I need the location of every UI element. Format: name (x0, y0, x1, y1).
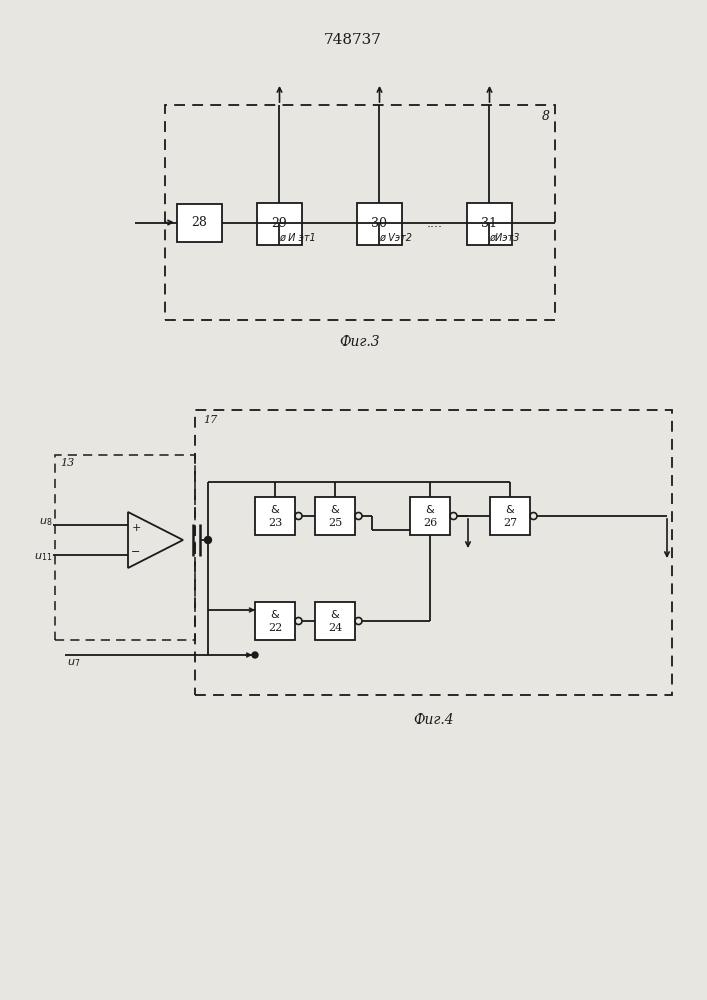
Circle shape (252, 652, 258, 658)
Text: 31: 31 (481, 217, 498, 230)
Bar (315, 602, 355, 640)
Text: $u_8$: $u_8$ (39, 517, 52, 528)
Text: &: & (271, 505, 279, 515)
Bar (195, 410, 672, 695)
Text: &: & (271, 610, 279, 620)
Text: Фиг.3: Фиг.3 (339, 335, 380, 349)
Text: 29: 29 (271, 217, 287, 230)
Bar (410, 497, 450, 535)
Text: $u_{11}$: $u_{11}$ (34, 552, 52, 563)
Text: $u_7$: $u_7$ (67, 657, 81, 669)
Bar (255, 497, 295, 535)
Text: ....: .... (426, 217, 443, 230)
Text: 28: 28 (192, 216, 207, 229)
Text: 24: 24 (328, 623, 342, 633)
Text: 8: 8 (542, 110, 550, 123)
Text: 13: 13 (60, 458, 74, 468)
Text: ø Vэт2: ø Vэт2 (380, 232, 412, 242)
Bar (255, 602, 295, 640)
Text: 23: 23 (268, 518, 282, 528)
Text: øИэт3: øИэт3 (489, 232, 520, 242)
Circle shape (204, 536, 211, 544)
Bar (257, 202, 302, 244)
Text: 17: 17 (203, 415, 217, 425)
Bar (315, 497, 355, 535)
Text: 30: 30 (371, 217, 387, 230)
Bar (55, 455, 195, 640)
Text: 25: 25 (328, 518, 342, 528)
Bar (165, 105, 555, 320)
Bar (177, 204, 222, 241)
Text: 748737: 748737 (324, 33, 382, 47)
Text: 27: 27 (503, 518, 517, 528)
Text: +: + (132, 523, 141, 533)
Text: 26: 26 (423, 518, 437, 528)
Bar (490, 497, 530, 535)
Text: &: & (331, 610, 339, 620)
Text: &: & (426, 505, 434, 515)
Text: −: − (132, 547, 141, 557)
Bar (357, 202, 402, 244)
Text: &: & (506, 505, 515, 515)
Text: ø И эт1: ø И эт1 (279, 232, 316, 242)
Bar (467, 202, 512, 244)
Text: Фиг.4: Фиг.4 (413, 713, 454, 727)
Text: 22: 22 (268, 623, 282, 633)
Text: &: & (331, 505, 339, 515)
